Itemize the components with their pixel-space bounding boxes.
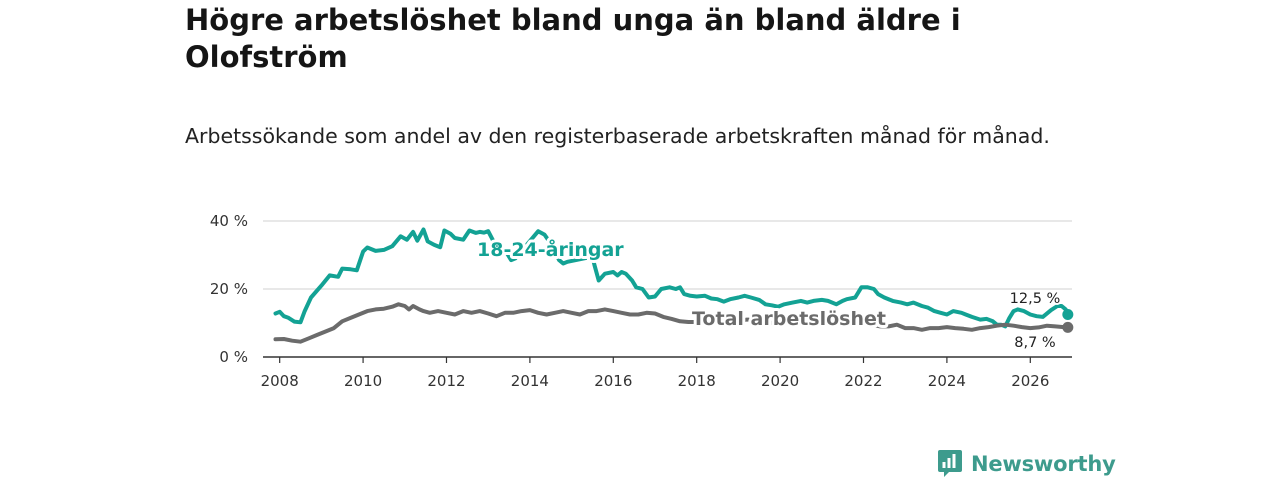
x-tick-label: 2026 bbox=[1011, 372, 1049, 390]
chart-subtitle: Arbetssökande som andel av den registerb… bbox=[185, 124, 1050, 148]
series-line-youth bbox=[273, 227, 1070, 329]
series-lines bbox=[273, 227, 1074, 344]
brand-name: Newsworthy bbox=[971, 452, 1116, 476]
y-tick-label: 40 % bbox=[210, 212, 248, 230]
end-point-youth bbox=[1062, 309, 1074, 320]
y-axis: 0 % 20 % 40 % bbox=[210, 212, 248, 366]
series-labels: 18-24-åringar Total arbetslöshet 12,5 % 8,7… bbox=[474, 234, 1062, 353]
x-tick-label: 2016 bbox=[594, 372, 632, 390]
chart-title: Högre arbetslöshet bland unga än bland ä… bbox=[185, 3, 961, 74]
end-label-total: 8,7 % bbox=[1014, 335, 1055, 351]
x-tick-label: 2024 bbox=[928, 372, 966, 390]
series-label-total: Total arbetslöshet bbox=[692, 308, 886, 330]
newsworthy-logo: Newsworthy bbox=[937, 449, 1116, 479]
grid bbox=[263, 220, 1072, 290]
x-tick-label: 2012 bbox=[427, 372, 465, 390]
x-tick-label: 2010 bbox=[344, 372, 382, 390]
x-tick-label: 2022 bbox=[844, 372, 882, 390]
x-tick-label: 2008 bbox=[261, 372, 299, 390]
y-tick-label: 20 % bbox=[210, 280, 248, 298]
x-tick-label: 2020 bbox=[761, 372, 799, 390]
newsworthy-logo-icon bbox=[938, 450, 962, 477]
end-point-total bbox=[1062, 321, 1074, 333]
x-tick-label: 2018 bbox=[678, 372, 716, 390]
series-label-youth: 18-24-åringar bbox=[477, 237, 624, 261]
end-label-youth: 12,5 % bbox=[1010, 291, 1061, 307]
series-line-total bbox=[273, 302, 1070, 344]
x-axis: 2008 2010 2012 2014 2016 2018 2020 2022 2024 2026 bbox=[261, 356, 1072, 390]
x-tick-label: 2014 bbox=[511, 372, 549, 390]
y-tick-label: 0 % bbox=[219, 348, 248, 366]
